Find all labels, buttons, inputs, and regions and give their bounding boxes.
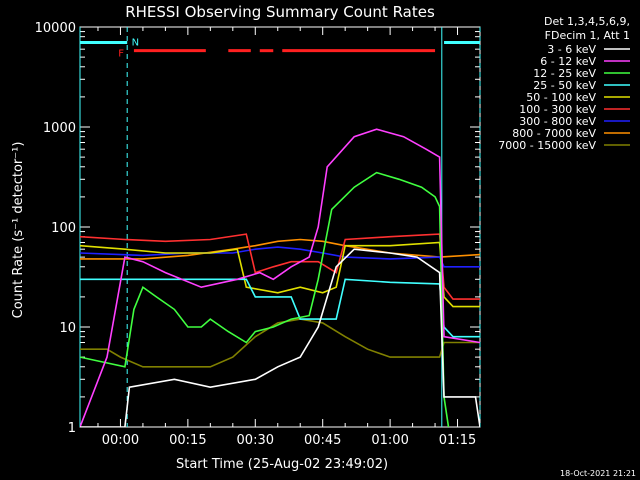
legend-entry-label: 7000 - 15000 keV [498, 139, 596, 152]
legend-entry-label: 300 - 800 keV [519, 115, 596, 128]
legend-entry-label: 800 - 7000 keV [512, 127, 596, 140]
y-tick-label: 1 [68, 421, 76, 436]
legend-entry-label: 100 - 300 keV [519, 103, 596, 116]
legend-entry-label: 50 - 100 keV [526, 91, 596, 104]
legend-header-line-2: FDecim 1, Att 1 [545, 29, 630, 42]
flag-bar-label: N [132, 37, 139, 48]
legend-entry-label: 3 - 6 keV [547, 43, 596, 56]
y-tick-label: 1000 [43, 121, 76, 136]
x-tick-label: 00:00 [102, 433, 139, 448]
x-tick-label: 00:30 [237, 433, 274, 448]
series-line-3-6-kev [80, 248, 480, 427]
flag-bar-label: F [118, 49, 124, 60]
series-line-12-25-kev [80, 171, 450, 427]
y-tick-label: 10000 [35, 21, 76, 36]
x-tick-label: 01:00 [371, 433, 408, 448]
chart-title: RHESSI Observing Summary Count Rates [125, 3, 435, 21]
x-tick-label: 00:45 [304, 433, 341, 448]
legend-entry-label: 12 - 25 keV [533, 67, 596, 80]
legend-header-line-1: Det 1,3,4,5,6,9, [544, 15, 630, 28]
y-axis-label: Count Rate (s⁻¹ detector⁻¹) [11, 142, 26, 319]
legend-entry-label: 25 - 50 keV [533, 79, 596, 92]
plot-frame [79, 26, 481, 428]
series-line-25-50-kev [80, 278, 480, 338]
plot-area: 00:00 00:15 00:30 00:45 01:00 01:15 1 10 100 1000… [35, 21, 481, 448]
x-axis-label: Start Time (25-Aug-02 23:49:02) [176, 457, 388, 472]
series-line-7000-15000-kev [80, 318, 480, 368]
x-tick-label: 01:15 [439, 433, 476, 448]
x-tick-label: 00:15 [169, 433, 206, 448]
y-tick-label: 10 [59, 321, 76, 336]
series-line-6-12-kev [80, 128, 480, 427]
footer-timestamp: 18-Oct-2021 21:21 [560, 469, 636, 478]
y-tick-label: 100 [51, 221, 76, 236]
legend-entry-label: 6 - 12 keV [540, 55, 596, 68]
